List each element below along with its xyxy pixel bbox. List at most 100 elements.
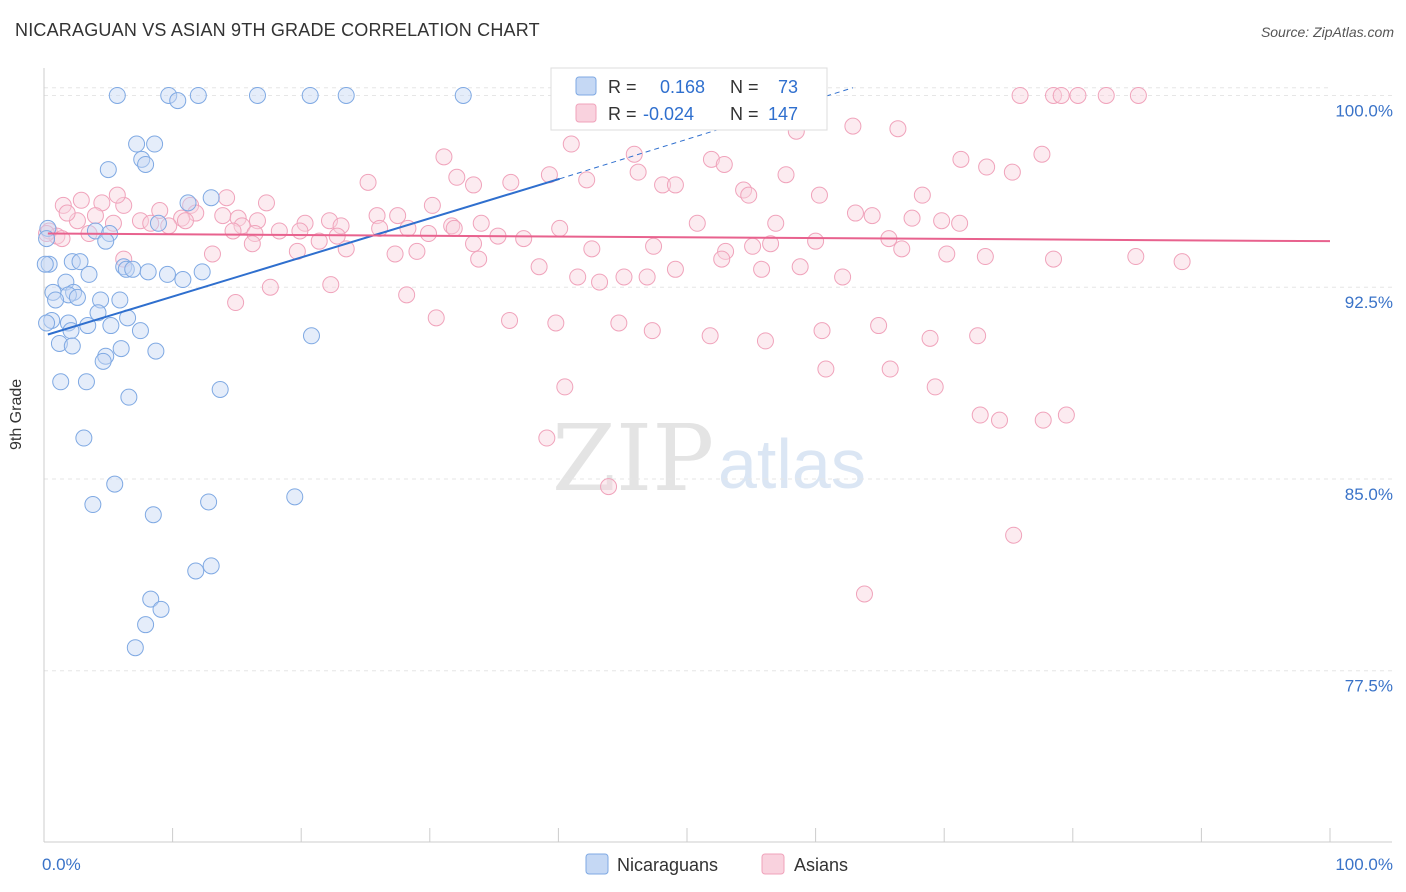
nicaraguans-point bbox=[97, 347, 115, 365]
asians-point bbox=[501, 311, 519, 329]
nicaraguans-point bbox=[38, 230, 56, 248]
asians-point bbox=[893, 240, 911, 258]
asians-point bbox=[427, 309, 445, 327]
nicaraguans-point bbox=[158, 265, 176, 283]
asians-point bbox=[435, 148, 453, 166]
asians-point bbox=[257, 194, 275, 212]
nicaraguans-point bbox=[63, 337, 81, 355]
nicaraguans-point bbox=[137, 155, 155, 173]
nicaraguans-point bbox=[124, 260, 142, 278]
asians-point bbox=[291, 222, 309, 240]
asians-point bbox=[224, 222, 242, 240]
asians-point bbox=[645, 237, 663, 255]
asians-point bbox=[470, 250, 488, 268]
asians-point bbox=[591, 273, 609, 291]
asians-point bbox=[951, 214, 969, 232]
chart-source: Source: ZipAtlas.com bbox=[1260, 24, 1394, 40]
stats-legend: R = 0.168 N = 73 R = -0.024 N = 147 bbox=[550, 67, 828, 131]
stats-pink-n-value: 147 bbox=[768, 104, 798, 124]
asians-point bbox=[515, 230, 533, 248]
nicaraguans-point bbox=[47, 291, 65, 309]
nicaraguans-point bbox=[71, 253, 89, 271]
legend-nicaraguans-label: Nicaraguans bbox=[617, 855, 718, 875]
asians-point bbox=[408, 242, 426, 260]
asians-point bbox=[465, 235, 483, 253]
asians-point bbox=[666, 260, 684, 278]
nicaraguans-point bbox=[137, 616, 155, 634]
asians-point bbox=[465, 176, 483, 194]
asians-point bbox=[243, 235, 261, 253]
asians-point bbox=[1069, 86, 1087, 104]
nicaraguans-point bbox=[120, 388, 138, 406]
asians-point bbox=[735, 181, 753, 199]
asians-point bbox=[791, 258, 809, 276]
stats-legend-frame bbox=[550, 67, 828, 131]
asians-point bbox=[717, 242, 735, 260]
asians-point bbox=[969, 327, 987, 345]
stats-pink-swatch bbox=[575, 103, 597, 123]
asians-point bbox=[817, 360, 835, 378]
asians-point bbox=[310, 232, 328, 250]
x-tick-labels: 0.0% 100.0% bbox=[42, 855, 1393, 874]
nicaraguans-point bbox=[94, 352, 112, 370]
asians-point bbox=[813, 322, 831, 340]
nicaraguans-point bbox=[102, 317, 120, 335]
asians-point bbox=[270, 222, 288, 240]
asians-point bbox=[1173, 253, 1191, 271]
stats-pink-n-label: N = bbox=[730, 104, 759, 124]
asians-point bbox=[777, 166, 795, 184]
asians-point bbox=[218, 189, 236, 207]
asians-point bbox=[398, 286, 416, 304]
asians-point bbox=[753, 260, 771, 278]
nicaraguans-point bbox=[84, 496, 102, 514]
asians-point bbox=[863, 207, 881, 225]
asians-point bbox=[131, 212, 149, 230]
nicaraguans-point bbox=[147, 342, 165, 360]
asians-point bbox=[368, 207, 386, 225]
asians-point bbox=[227, 294, 245, 312]
legend-asians-swatch bbox=[761, 853, 785, 875]
asians-point bbox=[1011, 86, 1029, 104]
asians-point bbox=[569, 268, 587, 286]
asians-point bbox=[547, 314, 565, 332]
asians-point bbox=[1033, 145, 1051, 163]
asians-point bbox=[562, 135, 580, 153]
asians-point bbox=[744, 237, 762, 255]
asians-point bbox=[990, 411, 1008, 429]
asians-point bbox=[713, 250, 731, 268]
y-tick-label: 92.5% bbox=[1345, 293, 1393, 312]
asians-point bbox=[807, 232, 825, 250]
asians-point bbox=[870, 317, 888, 335]
x-tick-label-max: 100.0% bbox=[1335, 855, 1393, 874]
asians-point bbox=[1057, 406, 1075, 424]
nicaraguans-point bbox=[112, 340, 130, 358]
nicaraguans-point bbox=[68, 288, 86, 306]
y-tick-label: 100.0% bbox=[1335, 101, 1393, 120]
stats-blue-r-value: 0.168 bbox=[660, 77, 705, 97]
asians-point bbox=[389, 207, 407, 225]
asians-point bbox=[978, 158, 996, 176]
asians-point bbox=[54, 196, 72, 214]
asians-point bbox=[976, 248, 994, 266]
nicaraguans-point bbox=[75, 429, 93, 447]
nicaraguans-point bbox=[286, 488, 304, 506]
nicaraguans-point bbox=[117, 260, 135, 278]
asians-point bbox=[810, 186, 828, 204]
asians-point bbox=[702, 150, 720, 168]
nicaraguans-point bbox=[40, 255, 58, 273]
asians-point bbox=[1052, 86, 1070, 104]
nicaraguans-point bbox=[179, 194, 197, 212]
nicaraguans-point bbox=[202, 189, 220, 207]
asians-point bbox=[610, 314, 628, 332]
grid-lines bbox=[44, 87, 1392, 672]
nicaraguans-point bbox=[174, 271, 192, 289]
nicaraguans-point bbox=[160, 86, 178, 104]
asians-point bbox=[881, 360, 899, 378]
nicaraguans-point bbox=[36, 255, 54, 273]
asians-point bbox=[58, 204, 76, 222]
nicaraguans-point bbox=[77, 373, 95, 391]
asians-point bbox=[151, 202, 169, 220]
asians-point bbox=[715, 155, 733, 173]
zipatlas-watermark: ZIP atlas bbox=[552, 405, 866, 512]
